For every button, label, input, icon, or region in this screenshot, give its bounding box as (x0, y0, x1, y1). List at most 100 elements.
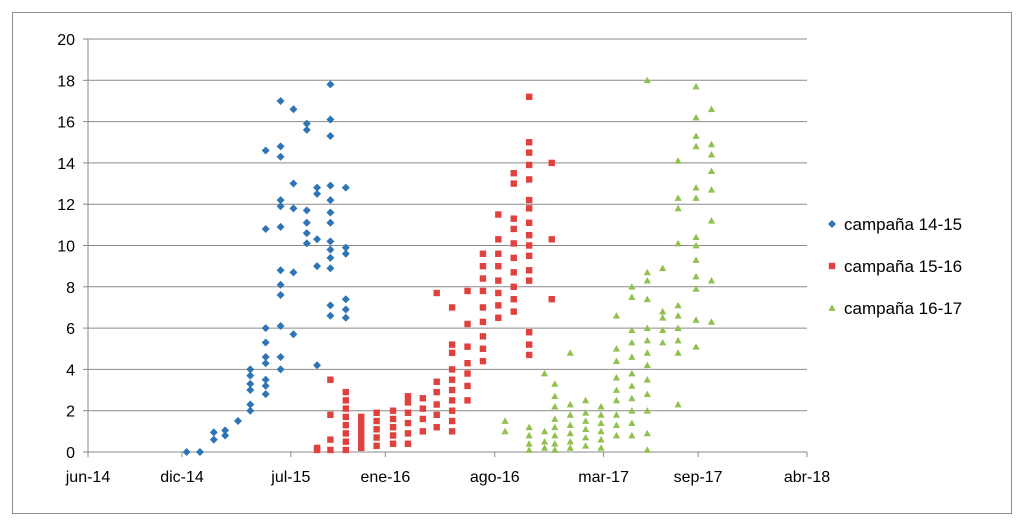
data-point (276, 152, 285, 161)
legend-marker (828, 262, 836, 270)
data-point (692, 82, 700, 90)
data-point (433, 411, 440, 419)
data-point (551, 440, 559, 447)
data-point (548, 236, 555, 243)
x-tick-label: abr-18 (784, 469, 830, 486)
data-point (448, 376, 456, 383)
data-point (358, 438, 365, 445)
data-point (448, 397, 456, 404)
chart-frame (12, 12, 1012, 514)
data-point (612, 357, 621, 365)
data-point (313, 361, 322, 370)
x-tick-label: jul-15 (270, 469, 310, 486)
data-point (358, 432, 365, 439)
data-point (566, 349, 574, 356)
data-point (341, 243, 350, 252)
data-point (448, 428, 456, 435)
data-point (510, 240, 517, 247)
data-point (389, 415, 397, 423)
data-point (261, 338, 270, 347)
data-point (707, 217, 716, 224)
data-point (276, 202, 285, 211)
data-point (495, 211, 502, 218)
data-point (525, 149, 533, 156)
data-point (525, 423, 533, 431)
data-point (540, 438, 549, 445)
data-point (525, 440, 533, 447)
data-point (692, 132, 700, 139)
data-point (628, 338, 636, 346)
legend-marker (828, 304, 836, 311)
data-point (612, 312, 621, 319)
data-point (261, 359, 270, 368)
data-point (597, 419, 605, 426)
data-point (643, 349, 651, 356)
data-point (276, 353, 285, 362)
data-point (479, 333, 487, 340)
legend-label: campaña 16-17 (844, 299, 962, 318)
data-point (551, 423, 559, 431)
data-point (495, 277, 502, 284)
series-2 (313, 93, 555, 454)
data-point (389, 432, 397, 439)
data-point (692, 256, 700, 263)
data-point (582, 442, 590, 449)
y-tick-label: 6 (66, 321, 75, 338)
data-point (510, 269, 517, 276)
data-point (692, 233, 700, 241)
data-point (261, 390, 270, 399)
y-tick-label: 18 (57, 73, 75, 90)
data-point (495, 236, 502, 243)
data-point (643, 268, 651, 276)
data-point (707, 167, 716, 175)
data-point (327, 436, 334, 443)
data-point (302, 229, 311, 238)
data-point (326, 208, 335, 217)
data-point (707, 186, 716, 193)
data-point (419, 415, 427, 423)
data-point (628, 431, 636, 439)
data-point (612, 431, 621, 439)
data-point (341, 249, 350, 258)
data-point (326, 181, 335, 190)
data-point (525, 231, 533, 239)
data-point (643, 446, 651, 453)
data-point (597, 427, 605, 435)
data-point (551, 392, 559, 400)
data-point (612, 374, 621, 381)
data-point (659, 314, 667, 321)
data-point (327, 376, 334, 383)
y-tick-label: 0 (66, 445, 75, 462)
data-point (566, 400, 574, 408)
data-point (628, 369, 636, 377)
data-point (692, 272, 700, 280)
data-point (261, 146, 270, 155)
data-point (342, 397, 350, 404)
data-point (464, 360, 471, 367)
data-point (582, 417, 590, 424)
data-point (233, 417, 242, 426)
y-tick-label: 20 (57, 32, 75, 49)
data-point (525, 139, 533, 146)
data-point (209, 435, 218, 444)
legend-marker (828, 220, 836, 228)
data-point (643, 361, 651, 369)
data-point (510, 215, 517, 222)
data-point (289, 179, 298, 188)
data-point (495, 262, 502, 270)
data-point (261, 375, 270, 384)
data-point (448, 349, 456, 357)
data-point (433, 378, 440, 385)
data-point (643, 429, 651, 437)
data-point (525, 242, 533, 249)
data-point (302, 218, 311, 227)
data-point (566, 438, 574, 445)
data-point (326, 237, 335, 246)
data-point (373, 417, 380, 425)
data-point (373, 409, 380, 416)
data-point (551, 402, 559, 410)
data-point (326, 115, 335, 124)
data-point (510, 283, 517, 290)
data-point (448, 341, 456, 348)
data-point (261, 381, 270, 390)
